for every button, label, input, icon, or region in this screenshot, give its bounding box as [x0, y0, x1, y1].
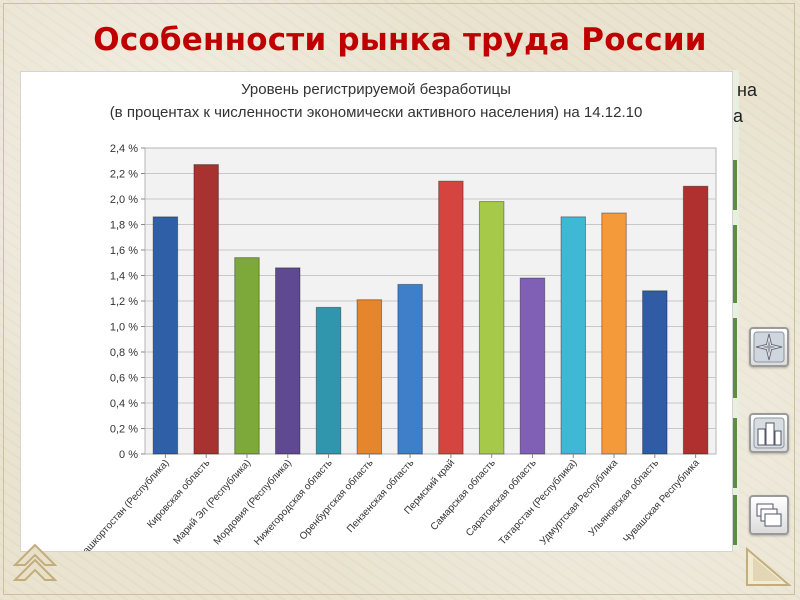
y-tick-label: 1,2 %: [110, 296, 138, 308]
x-tick-label: Татарстан (Республика): [496, 457, 579, 547]
accent-bar: [733, 418, 737, 488]
y-tick-label: 2,4 %: [110, 143, 138, 155]
y-tick-label: 1,0 %: [110, 322, 138, 334]
y-tick-label: 1,6 %: [110, 245, 138, 257]
hidden-text-fragment: на: [737, 80, 757, 100]
x-tick-label: Чувашская Республика: [621, 457, 702, 546]
y-tick-label: 2,0 %: [110, 194, 138, 206]
windows-icon: [756, 503, 782, 527]
chart-subtitle: (в процентах к численности экономически …: [110, 104, 643, 121]
plot-area: 0 % 0,2 % 0,4 % 0,6 % 0,8 % 1,0 % 1,2 % 1,4 % 1,…: [76, 143, 717, 561]
y-tick-label: 0,4 %: [110, 398, 138, 410]
slide-frame: [3, 3, 795, 595]
accent-bar: [733, 225, 737, 303]
chart-panel: Уровень регистрируемой безработицы (в пр…: [20, 71, 733, 561]
bar: [478, 201, 505, 455]
bar-chart: Уровень регистрируемой безработицы (в пр…: [76, 81, 717, 561]
x-tick-label: Оренбургская область: [297, 457, 376, 542]
y-tick-label: 1,4 %: [110, 271, 138, 283]
bar: [152, 216, 179, 455]
background-panel: [733, 70, 739, 550]
x-tick-label: Саратовская область: [463, 457, 538, 539]
bar: [193, 164, 219, 455]
bar: [438, 180, 464, 455]
bar: [519, 277, 546, 455]
y-tick-label: 1,8 %: [110, 220, 138, 232]
bar: [682, 185, 709, 455]
windows-button[interactable]: [749, 495, 789, 535]
bar: [601, 212, 627, 455]
y-tick-label: 0,8 %: [110, 347, 138, 359]
slide-title: Особенности рынка труда России: [93, 22, 707, 58]
bar: [560, 216, 586, 455]
y-tick-label: 2,2 %: [110, 169, 138, 181]
x-tick-label: Марий Эл (Республика): [171, 457, 253, 547]
accent-bar: [733, 495, 737, 545]
bar: [275, 267, 301, 455]
bar: [234, 257, 260, 455]
x-tick-label: Ульяновская область: [586, 457, 661, 538]
x-tick-label: Удмуртская Республика: [537, 457, 620, 548]
back-arrow-icon[interactable]: [10, 540, 60, 590]
buildings-icon: [753, 417, 785, 449]
y-tick-label: 0 %: [119, 449, 138, 461]
hidden-text-fragment: а: [733, 106, 744, 126]
x-tick-label: Башкортостан (Республика): [76, 457, 172, 551]
compass-button[interactable]: [749, 327, 789, 367]
bar: [356, 299, 383, 455]
accent-bar: [733, 318, 737, 398]
bar: [315, 306, 342, 455]
x-tick-label: Пензенская область: [344, 457, 416, 535]
nav-arrow-icon[interactable]: [745, 545, 793, 589]
x-tick-label: Нижегородская область: [251, 457, 334, 548]
compass-icon: [753, 331, 785, 363]
buildings-button[interactable]: [749, 413, 789, 453]
bar: [642, 290, 668, 455]
accent-bar: [733, 160, 737, 210]
y-tick-label: 0,2 %: [110, 424, 138, 436]
x-tick-label: Мордовия (Республика): [211, 457, 294, 547]
y-tick-label: 0,6 %: [110, 373, 138, 385]
chart-title: Уровень регистрируемой безработицы: [241, 81, 511, 98]
bar: [397, 283, 423, 455]
